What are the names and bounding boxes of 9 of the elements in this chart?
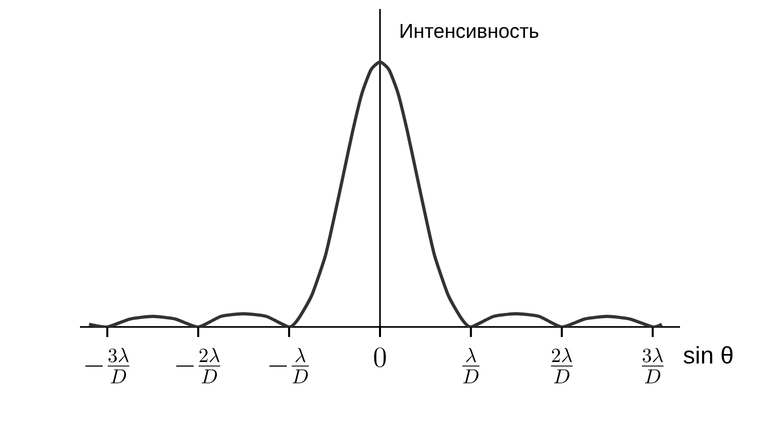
- y-axis-title: Интенсивность: [400, 24, 538, 38]
- x-tick-label: $0$: [374, 347, 386, 368]
- x-tick-label: $\frac{\lambda}{D}$: [462, 348, 480, 384]
- x-tick-label: $\frac{3\lambda}{D}$: [642, 348, 664, 384]
- x-tick-label: $-\frac{2\lambda}{D}$: [176, 348, 220, 384]
- x-tick-label: $-\frac{\lambda}{D}$: [269, 348, 309, 384]
- x-tick-label: $-\frac{3\lambda}{D}$: [85, 348, 130, 384]
- x-axis-title: sin θ: [684, 346, 732, 364]
- x-tick-label: $\frac{2\lambda}{D}$: [550, 348, 573, 384]
